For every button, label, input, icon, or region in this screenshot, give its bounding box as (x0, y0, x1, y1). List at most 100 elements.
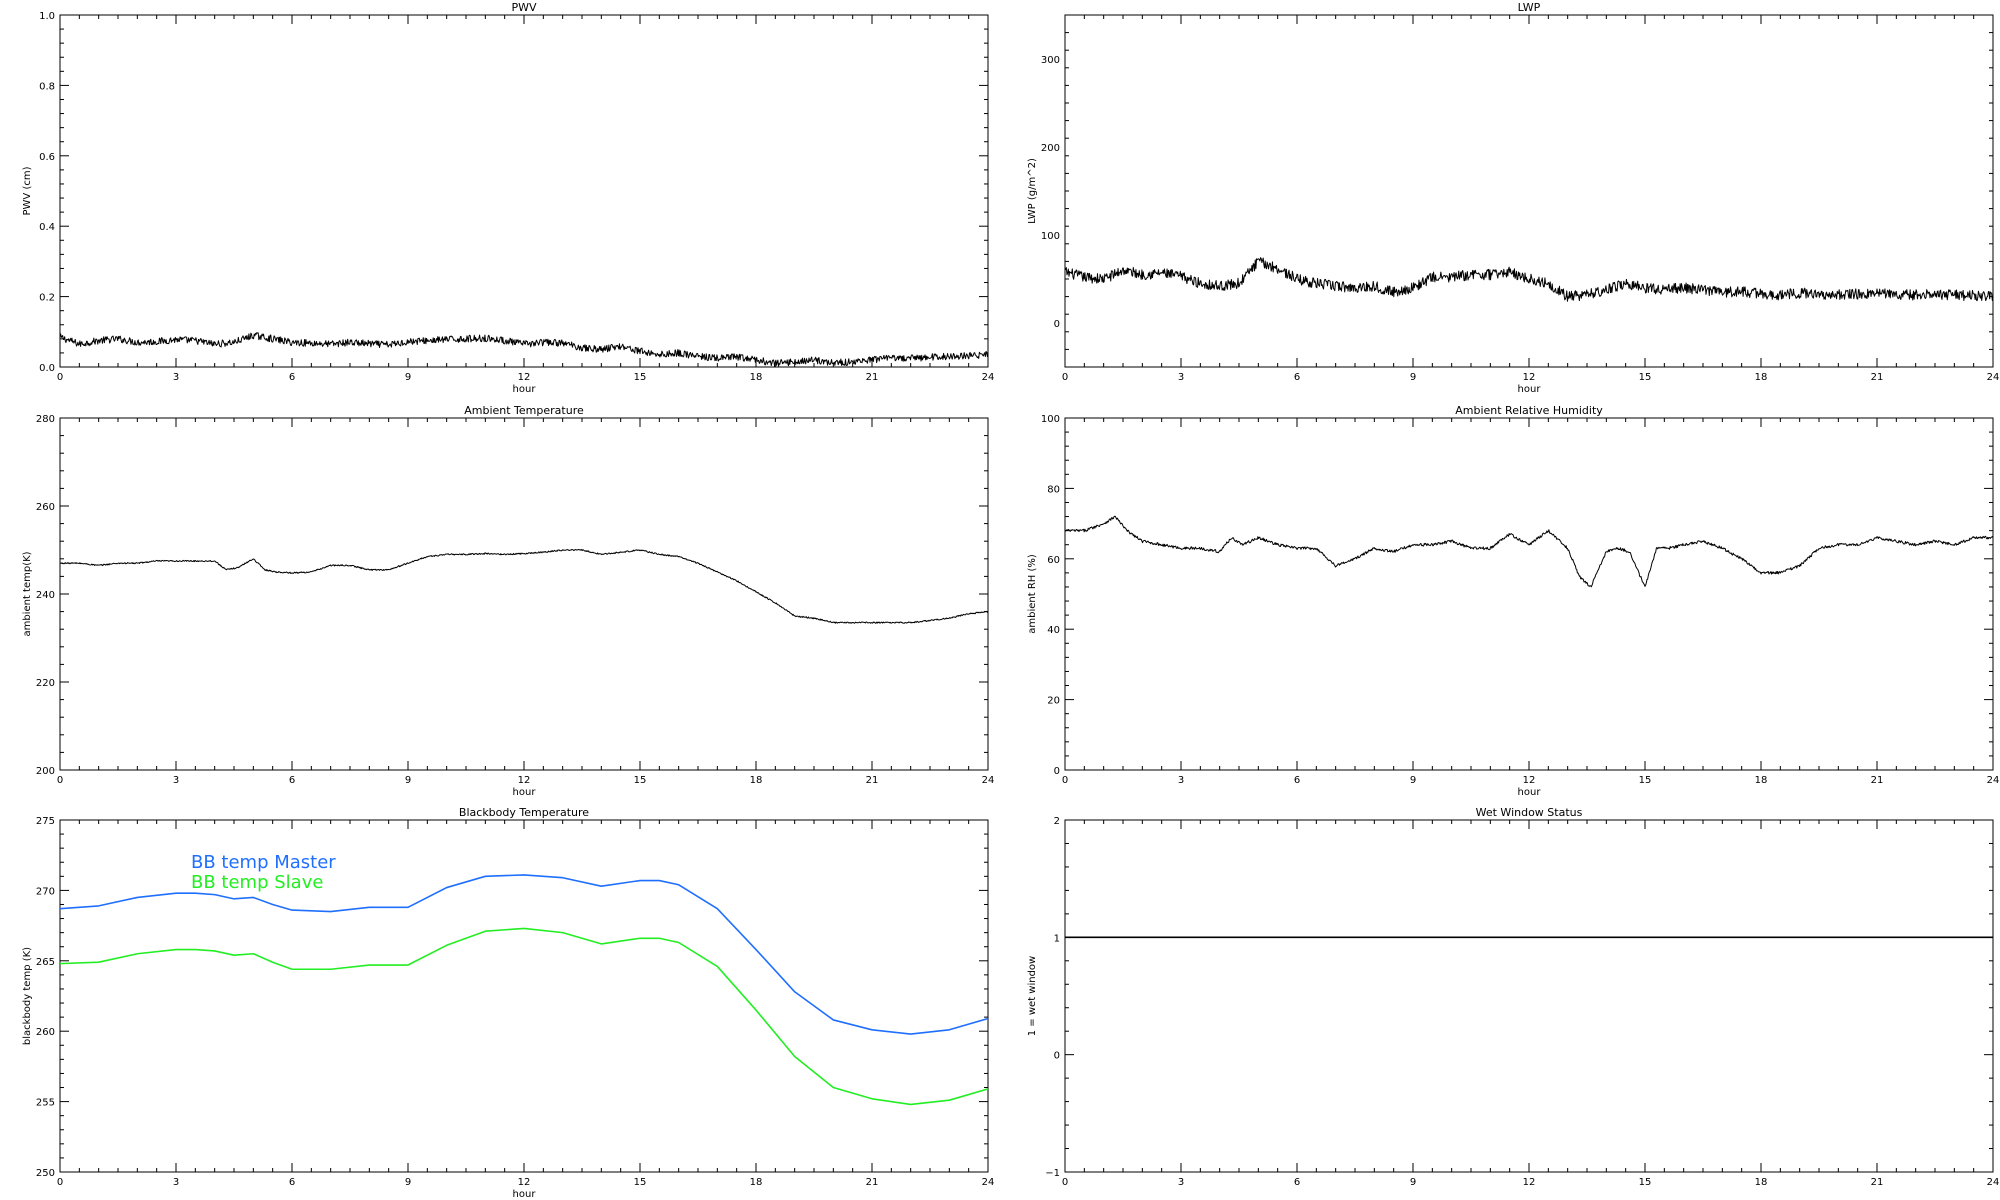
x-tick-label: 15 (1639, 1177, 1652, 1188)
y-tick-label: 1 (1054, 933, 1060, 944)
x-tick-label: 0 (1062, 1177, 1068, 1188)
y-tick-label: 260 (36, 1027, 55, 1038)
x-tick-label: 3 (1178, 775, 1184, 786)
x-tick-label: 21 (1871, 775, 1884, 786)
y-tick-label: 240 (36, 590, 55, 601)
x-tick-label: 6 (1294, 1177, 1300, 1188)
y-tick-label: 300 (1041, 55, 1060, 66)
plot-frame (59, 14, 989, 368)
plot-frame (1064, 14, 1994, 368)
x-tick-label: 21 (866, 372, 879, 383)
chart-title: Ambient Relative Humidity (1455, 404, 1603, 417)
x-tick-label: 9 (405, 372, 411, 383)
y-tick-label: 275 (36, 816, 55, 827)
y-tick-label: 100 (1041, 414, 1060, 425)
x-tick-label: 12 (1523, 1177, 1536, 1188)
y-tick-label: 220 (36, 678, 55, 689)
y-tick-label: 0.4 (39, 222, 55, 233)
y-tick-label: 2 (1054, 816, 1060, 827)
x-tick-label: 6 (1294, 775, 1300, 786)
y-axis-label: blackbody temp (K) (22, 947, 33, 1045)
chart-title: LWP (1518, 1, 1541, 14)
x-tick-label: 21 (866, 775, 879, 786)
y-tick-label: 60 (1047, 555, 1060, 566)
x-tick-label: 15 (1639, 372, 1652, 383)
x-tick-label: 18 (1755, 775, 1768, 786)
y-axis-label: ambient temp(K) (22, 551, 33, 636)
x-axis-label: hour (513, 787, 537, 798)
chart-title: Blackbody Temperature (459, 806, 589, 819)
y-axis-label: ambient RH (%) (1027, 554, 1038, 634)
x-tick-label: 9 (405, 775, 411, 786)
x-tick-label: 21 (866, 1177, 879, 1188)
y-tick-label: 0.6 (39, 152, 55, 163)
y-tick-label: 0 (1054, 1051, 1060, 1062)
series-line-1 (1065, 257, 1993, 302)
x-tick-label: 6 (289, 1177, 295, 1188)
x-tick-label: 18 (750, 1177, 763, 1188)
x-tick-label: 3 (173, 1177, 179, 1188)
x-tick-label: 21 (1871, 372, 1884, 383)
x-tick-label: 9 (1410, 372, 1416, 383)
x-tick-label: 0 (57, 372, 63, 383)
x-tick-label: 15 (634, 1177, 647, 1188)
x-tick-label: 15 (634, 372, 647, 383)
y-axis-label: LWP (g/m^2) (1027, 158, 1038, 224)
chart-blackbody-temp: Blackbody Temperature 0 3 6 9 12 15 18 21 24 hour 2… (22, 806, 994, 1200)
x-tick-label: 9 (1410, 1177, 1416, 1188)
legend-entry: BB temp Master (191, 852, 336, 873)
y-tick-label: 1.0 (39, 11, 55, 22)
x-tick-label: 12 (1523, 775, 1536, 786)
chart-ambient-temp: Ambient Temperature 0 3 6 9 12 15 18 21 24 hour 200… (22, 404, 994, 798)
y-tick-label: 255 (36, 1098, 55, 1109)
x-axis-label: hour (1518, 384, 1542, 395)
y-tick-label: 200 (1041, 143, 1060, 154)
x-tick-label: 12 (518, 1177, 531, 1188)
chart-pwv: PWV 0 3 6 9 12 15 18 21 24 hour 0.0 0.2 0.4 0.6 0.8 1.0 P… (22, 1, 994, 395)
x-tick-label: 24 (1987, 775, 2000, 786)
plot-frame (1064, 417, 1994, 771)
series-line-1 (60, 548, 988, 624)
y-tick-label: 0.2 (39, 293, 55, 304)
plot-frame (1064, 819, 1994, 1173)
x-tick-label: 3 (173, 775, 179, 786)
x-tick-label: 18 (750, 372, 763, 383)
y-tick-label: 0 (1054, 319, 1060, 330)
x-tick-label: 24 (982, 1177, 995, 1188)
x-tick-label: 3 (173, 372, 179, 383)
y-tick-label: 270 (36, 886, 55, 897)
chart-lwp: LWP 0 3 6 9 12 15 18 21 24 hour 0 100 200 300 LWP (g/m^… (1027, 1, 1999, 395)
x-tick-label: 9 (405, 1177, 411, 1188)
x-axis-label: hour (1518, 787, 1542, 798)
x-tick-label: 15 (634, 775, 647, 786)
x-tick-label: 0 (57, 1177, 63, 1188)
y-tick-label: 200 (36, 766, 55, 777)
x-tick-label: 18 (1755, 1177, 1768, 1188)
series-line-bb-temp-master (60, 874, 988, 1035)
y-tick-label: −1 (1045, 1168, 1060, 1179)
x-tick-label: 12 (1523, 372, 1536, 383)
y-tick-label: 260 (36, 502, 55, 513)
x-tick-label: 15 (1639, 775, 1652, 786)
chart-title: Wet Window Status (1476, 806, 1583, 819)
y-tick-label: 265 (36, 957, 55, 968)
y-tick-label: 280 (36, 414, 55, 425)
x-tick-label: 24 (1987, 372, 2000, 383)
chart-title: Ambient Temperature (464, 404, 584, 417)
x-tick-label: 6 (289, 372, 295, 383)
legend-entry: BB temp Slave (191, 872, 323, 893)
x-tick-label: 24 (982, 775, 995, 786)
y-tick-label: 40 (1047, 625, 1060, 636)
y-tick-label: 20 (1047, 696, 1060, 707)
y-axis-label: 1 = wet window (1027, 956, 1038, 1036)
x-axis-label: hour (513, 384, 537, 395)
x-tick-label: 6 (1294, 372, 1300, 383)
x-tick-label: 18 (750, 775, 763, 786)
series-line-bb-temp-slave (60, 927, 988, 1106)
x-axis-label: hour (513, 1189, 537, 1200)
x-tick-label: 12 (518, 372, 531, 383)
x-tick-label: 21 (1871, 1177, 1884, 1188)
x-tick-label: 12 (518, 775, 531, 786)
